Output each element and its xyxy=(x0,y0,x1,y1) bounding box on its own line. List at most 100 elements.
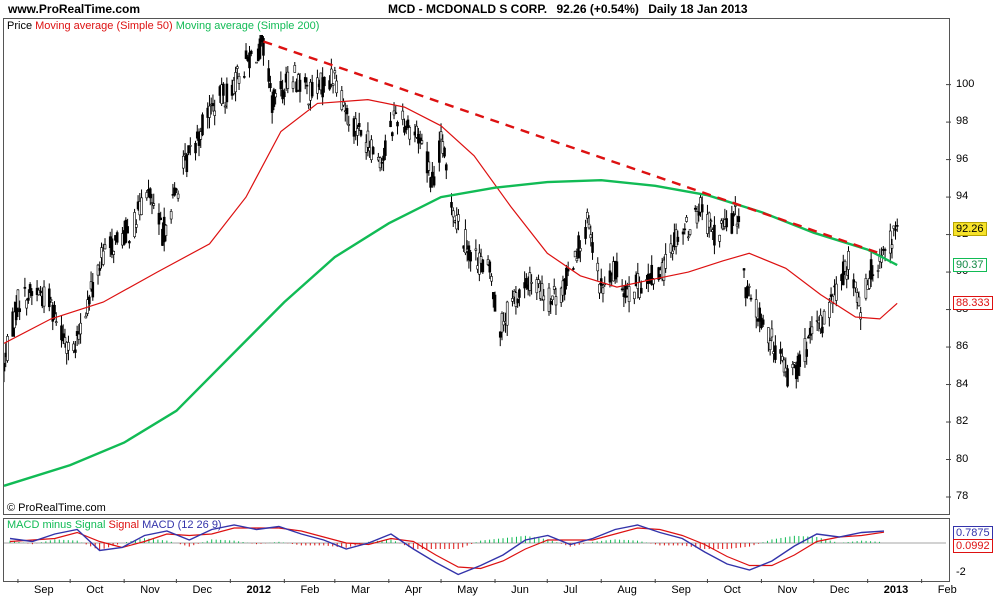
quote-label: 92.26 (+0.54%) xyxy=(556,2,639,16)
candle-body xyxy=(895,225,899,227)
candle-body xyxy=(189,145,192,147)
candle-body xyxy=(685,217,688,222)
candle-body xyxy=(244,50,248,59)
candle-body xyxy=(408,127,412,140)
candle-body xyxy=(650,264,654,285)
candle-body xyxy=(457,214,460,222)
candle-body xyxy=(859,312,862,320)
candle-body xyxy=(871,274,875,276)
candle-body xyxy=(185,154,189,173)
x-tick-label: Jul xyxy=(563,584,578,596)
candle-body xyxy=(39,290,42,294)
legend-ma200: Moving average (Simple 200) xyxy=(175,20,320,32)
signal-line xyxy=(9,527,885,570)
candle-body xyxy=(176,193,180,199)
candle-body xyxy=(444,164,448,171)
candle-body xyxy=(782,359,786,373)
candle-body xyxy=(441,141,445,154)
y-tick-label: 84 xyxy=(956,377,969,390)
candle-body xyxy=(828,302,831,319)
macd-value-badge: 0.7875 xyxy=(953,526,993,540)
candle-body xyxy=(298,79,302,92)
candle-body xyxy=(303,77,307,83)
candle-body xyxy=(537,279,540,284)
candle-body xyxy=(805,349,809,357)
legend-signal: Signal xyxy=(108,519,140,531)
candle-body xyxy=(328,80,331,90)
macd-line xyxy=(9,524,885,576)
candle-body xyxy=(347,124,351,126)
candle-body xyxy=(208,105,211,118)
candle-body xyxy=(91,282,95,298)
candle-body xyxy=(542,295,546,301)
candle-body xyxy=(222,83,225,96)
candle-body xyxy=(340,90,344,110)
candle-body xyxy=(18,308,21,313)
candle-body xyxy=(72,343,75,351)
candle-body xyxy=(854,281,857,289)
candle-body xyxy=(67,342,70,351)
candle-body xyxy=(77,333,81,340)
candle-body xyxy=(390,132,394,137)
candle-body xyxy=(236,66,239,69)
candle-body xyxy=(169,211,173,220)
candle-body xyxy=(713,224,716,246)
candle-body xyxy=(439,131,443,140)
candle-body xyxy=(575,258,579,262)
candle-body xyxy=(42,286,46,307)
candle-body xyxy=(225,83,229,103)
candle-body xyxy=(197,137,201,146)
candle-body xyxy=(305,84,309,87)
x-tick-label: Nov xyxy=(140,584,160,596)
candle-body xyxy=(786,368,789,387)
candle-body xyxy=(552,286,556,290)
candle-body xyxy=(845,274,849,280)
candle-body xyxy=(23,286,27,289)
candle-body xyxy=(843,260,847,272)
candle-body xyxy=(761,319,765,325)
x-tick-label: Nov xyxy=(777,584,798,596)
candle-body xyxy=(681,231,685,235)
candle-body xyxy=(518,289,521,298)
candle-body xyxy=(286,71,290,89)
candle-body xyxy=(47,288,51,308)
candle-body xyxy=(530,281,533,284)
candle-body xyxy=(74,349,77,353)
candle-body xyxy=(401,110,405,120)
candle-body xyxy=(75,331,79,337)
candle-body xyxy=(159,217,163,221)
candle-body xyxy=(768,340,772,351)
candle-body xyxy=(272,89,276,107)
candle-body xyxy=(554,296,558,306)
x-tick-label: 2012 xyxy=(246,584,271,596)
candle-body xyxy=(110,238,114,255)
candle-body xyxy=(511,298,514,302)
candle-body xyxy=(478,252,481,275)
candle-body xyxy=(429,177,432,188)
candle-body xyxy=(807,336,810,339)
candle-body xyxy=(551,295,554,301)
candle-body xyxy=(150,202,154,204)
candle-body xyxy=(754,299,758,318)
candle-body xyxy=(54,321,58,324)
candle-body xyxy=(4,362,6,372)
candle-body xyxy=(695,211,699,224)
candle-body xyxy=(420,140,424,144)
x-tick-label: Dec xyxy=(829,584,850,596)
y-tick-label: 82 xyxy=(956,415,969,428)
macd-panel[interactable] xyxy=(3,518,950,582)
candle-body xyxy=(770,328,774,338)
candle-body xyxy=(84,315,88,319)
candle-body xyxy=(455,215,459,230)
candle-body xyxy=(79,322,82,335)
candle-body xyxy=(140,197,143,215)
candle-body xyxy=(173,187,176,196)
candle-body xyxy=(732,213,735,217)
candle-body xyxy=(357,123,361,128)
candle-body xyxy=(164,224,168,236)
candle-body xyxy=(633,291,636,300)
candle-body xyxy=(596,262,600,272)
candle-body xyxy=(63,337,67,344)
y-tick-label: 96 xyxy=(956,152,969,165)
candle-body xyxy=(793,362,796,365)
